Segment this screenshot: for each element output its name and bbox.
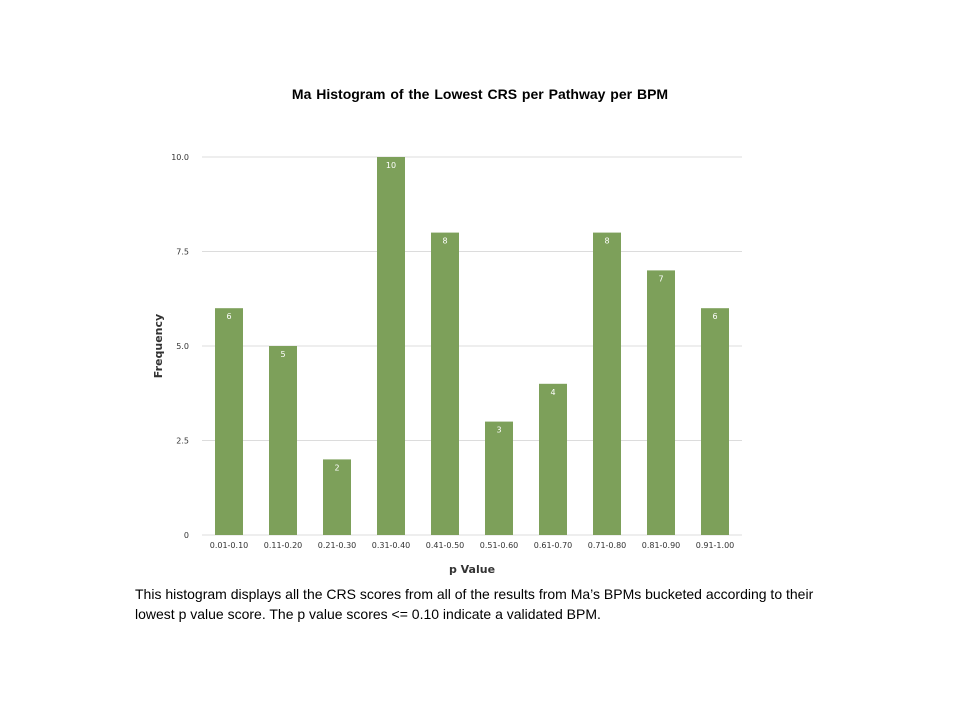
x-tick-label: 0.71-0.80: [588, 541, 627, 550]
x-tick-label: 0.41-0.50: [426, 541, 465, 550]
bar: [647, 270, 675, 535]
bar-value-label: 8: [442, 237, 447, 246]
x-tick-label: 0.01-0.10: [210, 541, 249, 550]
bar-value-label: 7: [658, 274, 663, 283]
x-tick-label: 0.21-0.30: [318, 541, 357, 550]
bar-value-label: 6: [712, 312, 717, 321]
y-tick-label: 0: [184, 531, 189, 540]
chart-title: Ma Histogram of the Lowest CRS per Pathw…: [291, 86, 669, 102]
x-axis-title: p Value: [449, 563, 495, 576]
y-tick-label: 7.5: [176, 248, 189, 257]
bar: [485, 421, 513, 535]
bar-value-label: 5: [280, 350, 285, 359]
histogram-chart: 0 2.5 5.0 7.5 10.0 6 5 2 10 8 3 4 8 7 6 0.01-0.10 0.11…: [152, 153, 742, 576]
y-tick-label: 5.0: [176, 342, 189, 351]
x-tick-label: 0.91-1.00: [696, 541, 735, 550]
y-tick-label: 10.0: [171, 153, 189, 162]
x-tick-label: 0.61-0.70: [534, 541, 573, 550]
bar: [701, 308, 729, 535]
y-axis-title: Frequency: [152, 314, 165, 378]
x-tick-label: 0.11-0.20: [264, 541, 303, 550]
bar-value-label: 4: [550, 388, 555, 397]
x-tick-label: 0.51-0.60: [480, 541, 519, 550]
bar-value-label: 8: [604, 237, 609, 246]
bar-value-label: 10: [386, 161, 396, 170]
x-tick-label: 0.31-0.40: [372, 541, 411, 550]
chart-caption: This histogram displays all the CRS scor…: [135, 586, 814, 622]
bar: [377, 157, 405, 535]
bar: [431, 232, 459, 535]
bar: [593, 232, 621, 535]
bar-value-label: 2: [334, 463, 339, 472]
bar: [215, 308, 243, 535]
x-axis-ticks: 0.01-0.10 0.11-0.20 0.21-0.30 0.31-0.40 0.41…: [210, 541, 735, 550]
bars: 6 5 2 10 8 3 4 8 7 6: [215, 157, 729, 535]
bar-value-label: 3: [496, 426, 501, 435]
bar: [539, 383, 567, 535]
y-axis-ticks: 0 2.5 5.0 7.5 10.0: [171, 153, 189, 540]
bar: [323, 459, 351, 535]
bar-value-label: 6: [226, 312, 231, 321]
y-tick-label: 2.5: [176, 437, 189, 446]
bar: [269, 346, 297, 535]
x-tick-label: 0.81-0.90: [642, 541, 681, 550]
